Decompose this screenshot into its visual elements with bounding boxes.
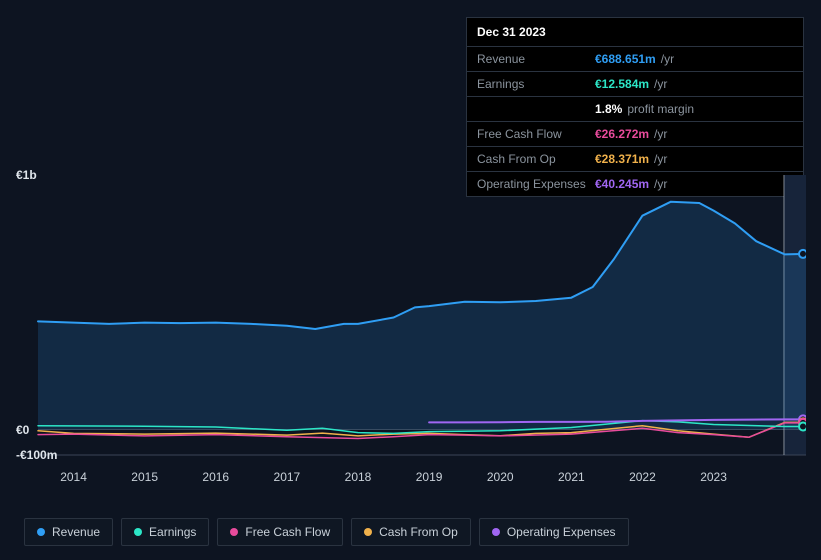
legend-item[interactable]: Free Cash Flow — [217, 518, 343, 546]
tooltip-value: €12.584m — [595, 77, 649, 91]
legend-item[interactable]: Revenue — [24, 518, 113, 546]
tooltip-row: Earnings€12.584m/yr — [467, 72, 803, 97]
legend-label: Revenue — [52, 525, 100, 539]
tooltip-suffix: /yr — [654, 77, 667, 91]
x-axis-label: 2020 — [487, 470, 514, 484]
x-axis-label: 2016 — [202, 470, 229, 484]
tooltip-label — [477, 102, 595, 116]
x-axis-label: 2022 — [629, 470, 656, 484]
tooltip-label: Free Cash Flow — [477, 127, 595, 141]
y-axis-label: -€100m — [16, 448, 57, 462]
x-axis-label: 2015 — [131, 470, 158, 484]
chart-legend: Revenue Earnings Free Cash Flow Cash From O… — [24, 518, 629, 546]
legend-label: Earnings — [149, 525, 196, 539]
legend-dot — [492, 528, 500, 536]
x-axis-label: 2017 — [274, 470, 301, 484]
tooltip-value: €688.651m — [595, 52, 656, 66]
chart-plot — [16, 155, 806, 495]
tooltip-row: Free Cash Flow€26.272m/yr — [467, 122, 803, 147]
tooltip-label: Earnings — [477, 77, 595, 91]
tooltip-suffix: profit margin — [627, 102, 694, 116]
x-axis-label: 2021 — [558, 470, 585, 484]
financial-chart[interactable]: €1b €0 -€100m 2014 2015 2016 2017 2018 2019 2020… — [16, 155, 806, 495]
legend-label: Free Cash Flow — [245, 525, 330, 539]
tooltip-value: €26.272m — [595, 127, 649, 141]
legend-dot — [37, 528, 45, 536]
legend-item[interactable]: Operating Expenses — [479, 518, 629, 546]
x-axis-label: 2018 — [345, 470, 372, 484]
x-axis-label: 2023 — [700, 470, 727, 484]
legend-item[interactable]: Earnings — [121, 518, 209, 546]
legend-label: Cash From Op — [379, 525, 458, 539]
tooltip-suffix: /yr — [661, 52, 674, 66]
tooltip-row: Revenue€688.651m/yr — [467, 47, 803, 72]
legend-label: Operating Expenses — [507, 525, 616, 539]
legend-dot — [230, 528, 238, 536]
y-axis-label: €1b — [16, 168, 37, 182]
y-axis-label: €0 — [16, 423, 29, 437]
tooltip-label: Revenue — [477, 52, 595, 66]
x-axis-label: 2014 — [60, 470, 87, 484]
x-axis-label: 2019 — [416, 470, 443, 484]
legend-dot — [364, 528, 372, 536]
tooltip-row: 1.8% profit margin — [467, 97, 803, 122]
legend-item[interactable]: Cash From Op — [351, 518, 471, 546]
tooltip-date: Dec 31 2023 — [467, 18, 803, 47]
tooltip-value: 1.8% — [595, 102, 622, 116]
legend-dot — [134, 528, 142, 536]
tooltip-suffix: /yr — [654, 127, 667, 141]
